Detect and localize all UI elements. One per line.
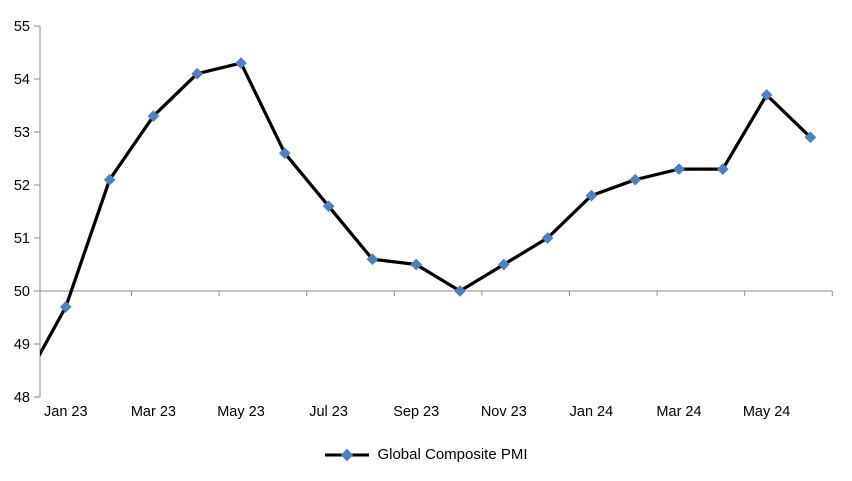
pmi-marker (673, 163, 685, 176)
x-tick-label: Jan 24 (570, 404, 614, 420)
y-tick-label: 48 (14, 390, 30, 406)
pmi-marker (629, 173, 642, 186)
pmi-marker (410, 258, 423, 271)
x-tick-label: May 24 (743, 404, 791, 420)
pmi-marker (541, 232, 554, 244)
legend: Global Composite PMI (0, 446, 852, 463)
y-tick-label: 51 (14, 231, 30, 247)
x-tick-label: Mar 24 (656, 404, 701, 420)
legend-line-marker-icon (325, 448, 370, 461)
pmi-marker (804, 131, 817, 144)
pmi-marker (278, 147, 291, 160)
x-tick-label: Nov 23 (481, 404, 527, 420)
pmi-marker (497, 258, 510, 271)
series-group (40, 57, 817, 358)
y-tick-label: 49 (14, 337, 30, 353)
x-tick-label: Mar 23 (131, 404, 176, 420)
pmi-marker (585, 189, 598, 202)
x-tick-label: Sep 23 (393, 404, 439, 420)
pmi-marker (760, 88, 773, 101)
y-tick-label: 54 (14, 72, 30, 88)
x-tick-label: Jan 23 (44, 404, 88, 420)
y-tick-label: 53 (14, 125, 30, 141)
y-tick-label: 55 (14, 19, 30, 35)
x-tick-label: May 23 (217, 404, 265, 420)
x-tick-label: Jul 23 (309, 404, 348, 420)
pmi-marker (322, 200, 335, 213)
pmi-marker (191, 67, 204, 80)
pmi-marker (454, 285, 466, 297)
pmi-marker (716, 163, 729, 176)
y-tick-label: 52 (14, 178, 30, 194)
pmi-marker (103, 173, 116, 186)
y-tick-label: 50 (14, 284, 30, 300)
pmi-line (40, 61, 813, 358)
pmi-marker (147, 110, 160, 123)
pmi-marker (366, 253, 379, 266)
legend-label: Global Composite PMI (377, 446, 528, 463)
pmi-marker (235, 57, 247, 70)
pmi-marker (59, 300, 72, 313)
